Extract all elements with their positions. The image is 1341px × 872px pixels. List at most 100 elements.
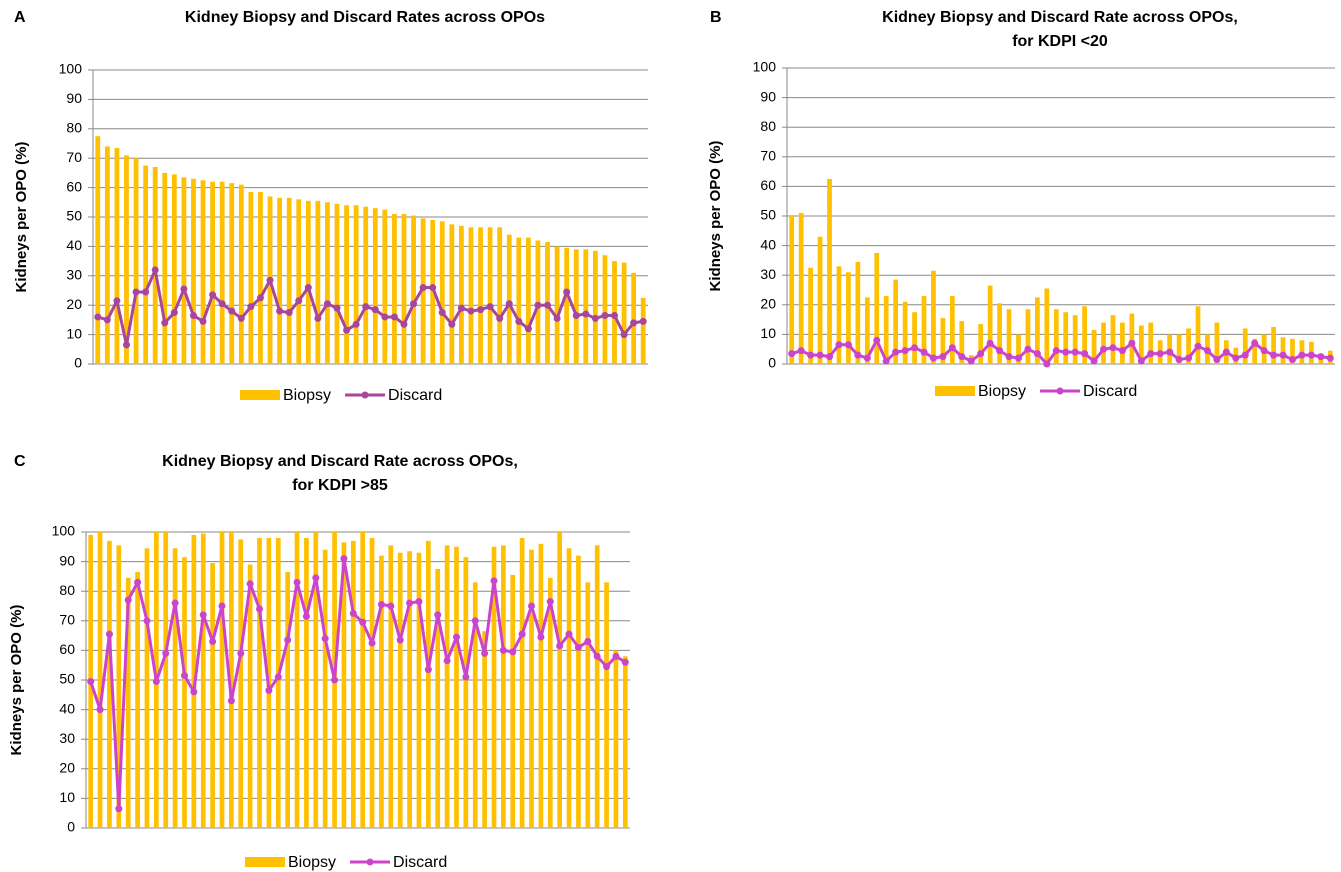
point	[312, 574, 320, 582]
point	[611, 311, 619, 319]
bar	[116, 545, 122, 828]
bar	[1252, 338, 1258, 364]
bar	[621, 262, 627, 364]
bar	[143, 165, 149, 364]
point	[1288, 356, 1296, 364]
point	[438, 309, 446, 317]
y-tick-label: 20	[760, 296, 776, 312]
point	[603, 663, 611, 671]
bar	[592, 250, 598, 364]
bar	[978, 324, 984, 364]
point	[565, 630, 573, 638]
bar	[350, 540, 356, 828]
point	[534, 301, 542, 309]
bar	[1101, 322, 1106, 364]
bar	[463, 557, 469, 828]
y-tick-label: 30	[760, 266, 776, 282]
bar	[1016, 334, 1021, 364]
bar	[1242, 328, 1248, 364]
point	[901, 347, 909, 355]
y-tick-label: 60	[66, 178, 82, 194]
point	[1156, 350, 1164, 358]
point	[863, 354, 871, 362]
point	[314, 314, 322, 322]
bar	[411, 215, 416, 364]
y-tick-label: 70	[66, 149, 82, 165]
point	[218, 602, 226, 610]
legend-marker	[366, 858, 374, 866]
bar	[322, 549, 328, 828]
point	[105, 630, 113, 638]
bar	[640, 297, 646, 364]
point	[1279, 351, 1287, 359]
bar	[893, 279, 899, 364]
point	[295, 297, 303, 305]
point	[1005, 353, 1013, 361]
bar	[285, 571, 290, 828]
y-tick-label: 100	[59, 61, 83, 77]
point	[537, 633, 545, 641]
bar	[1063, 312, 1069, 364]
point	[1137, 357, 1145, 365]
bar	[836, 266, 842, 364]
bar	[382, 209, 388, 364]
point	[323, 300, 331, 308]
legend-label: Biopsy	[288, 854, 336, 871]
point	[515, 317, 523, 325]
bar	[940, 318, 946, 364]
y-tick-label: 50	[66, 208, 82, 224]
point	[572, 311, 580, 319]
bar	[172, 548, 178, 828]
point	[199, 611, 207, 619]
bar	[506, 234, 512, 364]
point	[390, 313, 398, 321]
bar	[305, 200, 311, 364]
bar	[238, 539, 244, 828]
bar	[360, 532, 366, 828]
point	[340, 555, 348, 563]
point	[94, 313, 102, 321]
point	[274, 673, 282, 681]
legend-label: Biopsy	[283, 387, 331, 404]
point	[434, 611, 442, 619]
bar	[200, 180, 206, 364]
bar	[454, 546, 459, 828]
y-tick-label: 20	[66, 296, 82, 312]
bar	[1176, 334, 1182, 364]
bar	[114, 147, 120, 364]
point	[1251, 339, 1259, 347]
point	[467, 307, 475, 315]
point	[788, 350, 796, 358]
point	[496, 314, 504, 322]
bar	[313, 532, 319, 828]
bar	[104, 146, 110, 364]
point	[1326, 354, 1334, 362]
point	[237, 649, 245, 657]
bar	[1006, 309, 1012, 364]
point	[377, 601, 385, 609]
bar	[219, 532, 225, 828]
bar	[275, 537, 281, 828]
chart-title: Kidney Biopsy and Discard Rate across OP…	[162, 453, 518, 470]
bar	[392, 214, 397, 364]
point	[132, 288, 140, 296]
point	[285, 309, 293, 317]
bar	[478, 227, 483, 364]
point	[103, 316, 111, 324]
bar	[997, 303, 1002, 364]
y-tick-label: 100	[753, 59, 777, 75]
bar	[191, 178, 196, 364]
bar	[304, 537, 309, 828]
point	[1043, 360, 1051, 368]
bar	[912, 312, 917, 364]
point	[381, 313, 389, 321]
point	[415, 598, 423, 606]
point	[1166, 348, 1174, 356]
point	[621, 658, 629, 666]
bar	[277, 197, 282, 364]
chart-title: Kidney Biopsy and Discard Rates across O…	[185, 9, 545, 26]
bar	[135, 571, 140, 828]
chart-title: for KDPI >85	[292, 477, 388, 494]
point	[471, 617, 479, 625]
